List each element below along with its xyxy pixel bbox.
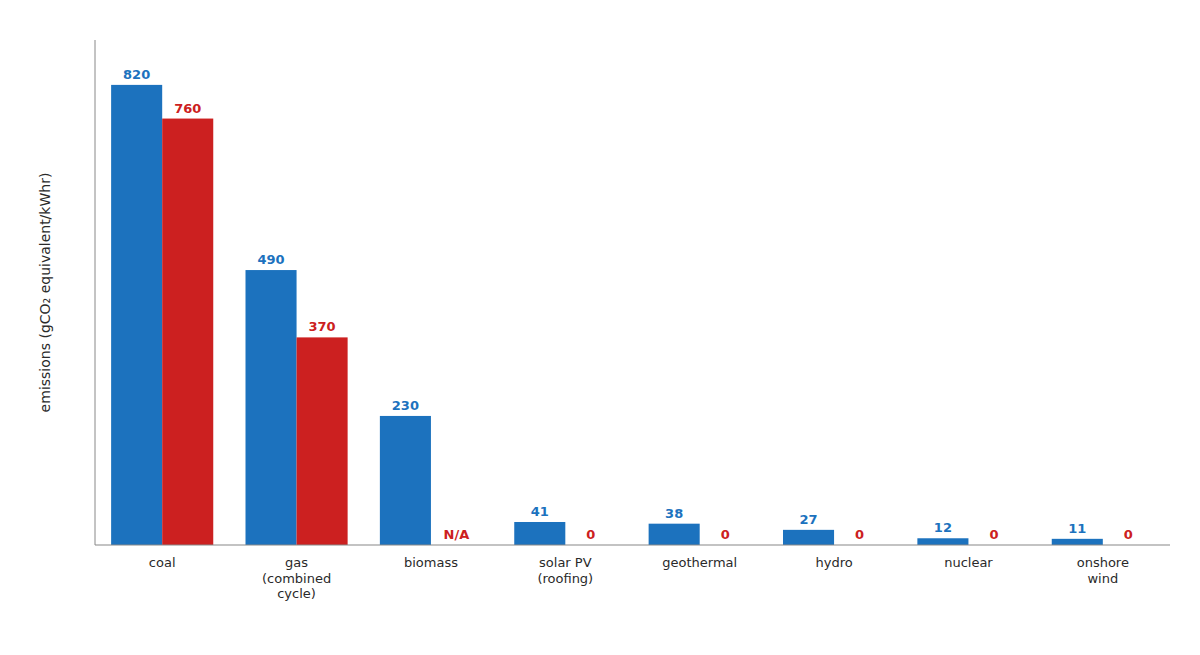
data-label: 12 <box>934 520 952 535</box>
data-label: 0 <box>855 527 864 542</box>
x-tick-label: gas(combinedcycle) <box>262 555 331 601</box>
data-label: 41 <box>531 504 549 519</box>
data-label: 0 <box>586 527 595 542</box>
bars <box>111 85 1103 545</box>
y-axis-line <box>95 40 96 545</box>
data-label: 820 <box>123 67 150 82</box>
data-label: 230 <box>392 398 419 413</box>
chart-container: 820 490 230 41 38 27 12 11 760 370 N/A 0 0 0 0 0 coal gas… <box>0 0 1200 655</box>
bar <box>111 85 162 545</box>
data-label: 0 <box>721 527 730 542</box>
x-tick-label: nuclear <box>944 555 993 570</box>
bar <box>380 416 431 545</box>
data-label: 490 <box>257 252 284 267</box>
bar <box>514 522 565 545</box>
bar <box>162 119 213 545</box>
bar <box>297 337 348 545</box>
bar <box>246 270 297 545</box>
x-tick-label: solar PV(roofing) <box>537 555 593 586</box>
y-axis-label: emissions (gCO₂ equivalent/kWhr) <box>37 173 53 413</box>
data-label: 370 <box>309 319 336 334</box>
bar <box>649 524 700 545</box>
x-tick-label: onshorewind <box>1077 555 1129 586</box>
data-label: 760 <box>174 101 201 116</box>
data-labels: 820 490 230 41 38 27 12 11 760 370 N/A 0 0 0 0 0 <box>123 67 1133 542</box>
x-tick-label: hydro <box>815 555 852 570</box>
bar <box>917 538 968 545</box>
data-label: 0 <box>1124 527 1133 542</box>
bar <box>783 530 834 545</box>
x-tick-label: geothermal <box>662 555 737 570</box>
data-label: 27 <box>799 512 817 527</box>
x-axis-line <box>95 544 1170 545</box>
axes: coal gas(combinedcycle) biomass solar PV(ro… <box>37 40 1170 601</box>
data-label: 0 <box>989 527 998 542</box>
data-label: N/A <box>444 527 470 542</box>
x-tick-label: coal <box>149 555 176 570</box>
data-label: 11 <box>1068 521 1086 536</box>
data-label: 38 <box>665 506 683 521</box>
bar <box>1052 539 1103 545</box>
x-tick-label: biomass <box>404 555 458 570</box>
chart: 820 490 230 41 38 27 12 11 760 370 N/A 0 0 0 0 0 coal gas… <box>0 0 1200 655</box>
